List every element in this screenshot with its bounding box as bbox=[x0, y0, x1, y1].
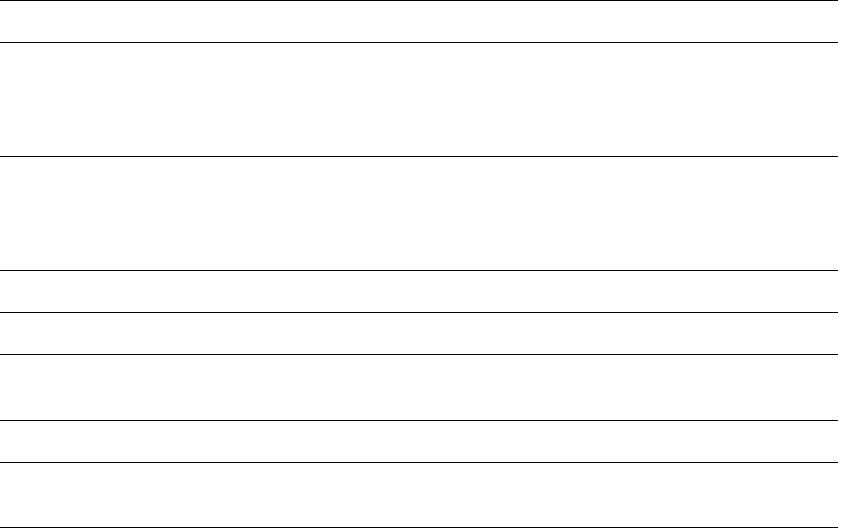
page: (() => { const data = JSON.parse(documen… bbox=[0, 0, 838, 528]
table-skeleton bbox=[0, 0, 838, 528]
